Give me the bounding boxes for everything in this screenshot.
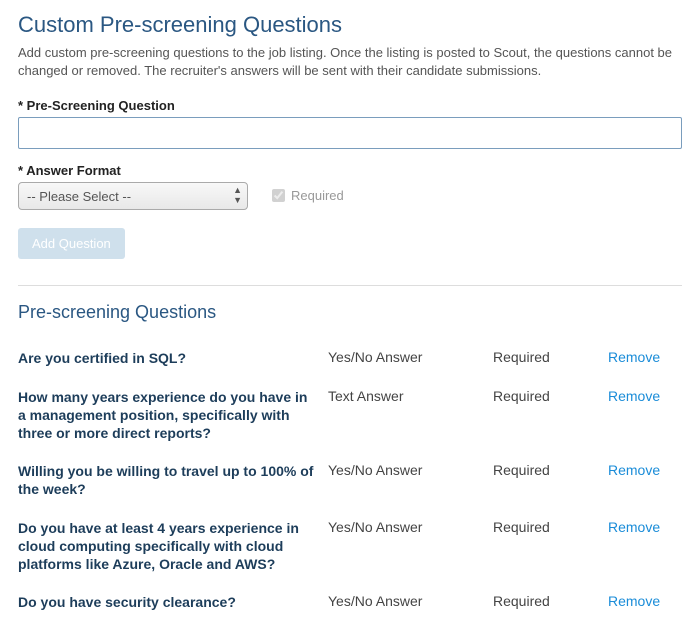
answer-format-select[interactable]: -- Please Select -- (18, 182, 248, 210)
question-format: Yes/No Answer (328, 349, 483, 365)
question-input[interactable] (18, 117, 682, 149)
page-description: Add custom pre-screening questions to th… (18, 44, 682, 80)
question-required: Required (493, 519, 598, 535)
question-required: Required (493, 388, 598, 404)
question-field-label: * Pre-Screening Question (18, 98, 682, 113)
table-row: Willing you be willing to travel up to 1… (18, 452, 682, 508)
question-format: Yes/No Answer (328, 519, 483, 535)
remove-link[interactable]: Remove (608, 349, 668, 365)
question-format: Text Answer (328, 388, 483, 404)
remove-link[interactable]: Remove (608, 462, 668, 478)
remove-link[interactable]: Remove (608, 593, 668, 609)
table-row: Are you certified in SQL? Yes/No Answer … (18, 339, 682, 377)
questions-section-title: Pre-screening Questions (18, 302, 682, 323)
question-text: Do you have at least 4 years experience … (18, 519, 318, 574)
section-divider (18, 285, 682, 286)
question-text: How many years experience do you have in… (18, 388, 318, 443)
required-checkbox-label: Required (291, 188, 344, 203)
remove-link[interactable]: Remove (608, 519, 668, 535)
add-question-button[interactable]: Add Question (18, 228, 125, 259)
table-row: Do you have security clearance? Yes/No A… (18, 583, 682, 621)
page-title: Custom Pre-screening Questions (18, 12, 682, 38)
table-row: How many years experience do you have in… (18, 378, 682, 453)
table-row: Do you have at least 4 years experience … (18, 509, 682, 584)
question-text: Do you have security clearance? (18, 593, 318, 611)
question-text: Are you certified in SQL? (18, 349, 318, 367)
questions-table: Are you certified in SQL? Yes/No Answer … (18, 339, 682, 621)
required-checkbox[interactable] (272, 189, 285, 202)
question-text: Willing you be willing to travel up to 1… (18, 462, 318, 498)
remove-link[interactable]: Remove (608, 388, 668, 404)
question-required: Required (493, 593, 598, 609)
question-format: Yes/No Answer (328, 462, 483, 478)
question-required: Required (493, 349, 598, 365)
question-format: Yes/No Answer (328, 593, 483, 609)
question-required: Required (493, 462, 598, 478)
format-field-label: * Answer Format (18, 163, 248, 178)
